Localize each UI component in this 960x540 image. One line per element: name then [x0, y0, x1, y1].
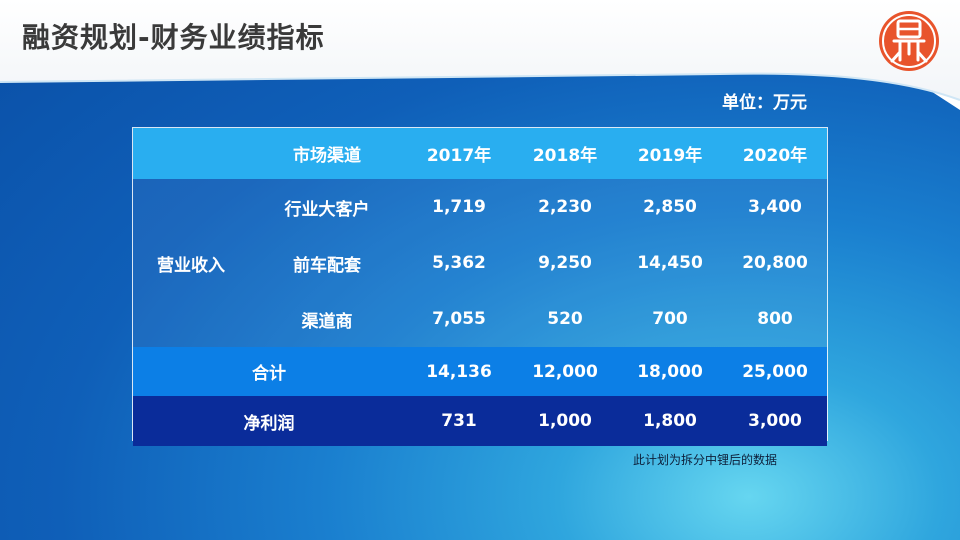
table-header-row: 市场渠道 2017年 2018年 2019年 2020年	[133, 128, 827, 179]
total-label: 合计	[252, 364, 286, 384]
table-row-net-profit: 净利润 731 1,000 1,800 3,000	[133, 396, 827, 446]
header-year-2018: 2018年	[532, 146, 598, 166]
table-cell: 700	[652, 309, 688, 329]
seal-logo-icon	[879, 11, 939, 71]
table-row-oem: 前车配套 5,362 9,250 14,450 20,800	[133, 235, 827, 291]
table-cell: 7,055	[432, 309, 486, 329]
row-label: 前车配套	[293, 255, 361, 276]
row-label: 渠道商	[301, 311, 353, 332]
table-cell: 18,000	[637, 361, 703, 382]
unit-label: 单位：万元	[722, 93, 807, 113]
table-cell: 25,000	[742, 361, 808, 382]
header-blank-cell	[133, 128, 249, 179]
table-cell: 3,400	[748, 197, 802, 217]
table-row-enterprise: 营业收入 行业大客户 1,719 2,230 2,850 3,400	[133, 179, 827, 276]
revenue-group-label: 营业收入	[157, 255, 225, 276]
header-year-2020: 2020年	[742, 146, 808, 166]
table-cell: 1,800	[643, 411, 697, 431]
table-cell: 20,800	[742, 253, 808, 273]
header-year-2019: 2019年	[637, 146, 703, 166]
page-title: 融资规划-财务业绩指标	[22, 21, 325, 54]
table-cell: 520	[547, 309, 583, 329]
financial-table: 市场渠道 2017年 2018年 2019年 2020年 营业收入 行业大客户 …	[133, 128, 827, 446]
table-cell: 5,362	[432, 253, 486, 273]
table-cell: 2,850	[643, 197, 697, 217]
table-cell: 12,000	[532, 361, 598, 382]
header-band	[0, 0, 960, 110]
table-cell: 3,000	[748, 411, 802, 431]
table-cell: 1,719	[432, 197, 486, 217]
header-year-2017: 2017年	[426, 146, 492, 166]
table-row-distributor: 渠道商 7,055 520 700 800	[133, 291, 827, 347]
table-cell: 1,000	[538, 411, 592, 431]
table-cell: 800	[757, 309, 793, 329]
footnote: 此计划为拆分中锂后的数据	[633, 453, 778, 467]
table-cell: 731	[441, 411, 477, 431]
net-profit-label: 净利润	[243, 413, 295, 434]
table-cell: 14,136	[426, 361, 492, 382]
table-cell: 9,250	[538, 253, 592, 273]
table-cell: 2,230	[538, 197, 592, 217]
table-row-total: 合计 14,136 12,000 18,000 25,000	[133, 347, 827, 396]
table-frame	[132, 127, 828, 441]
header-channel-cell: 市场渠道	[293, 146, 361, 166]
table-cell: 14,450	[637, 253, 703, 273]
row-label: 行业大客户	[284, 199, 370, 220]
